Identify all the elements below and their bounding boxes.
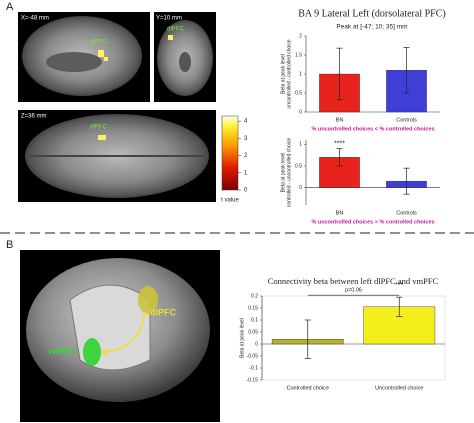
ventricle [46, 52, 102, 72]
y-axis-label: Beta at peak level [239, 318, 245, 358]
y-tick-label: 2 [299, 33, 302, 39]
colorbar-tick-label: 1 [244, 170, 248, 176]
colorbar-tick-label: 3 [244, 136, 248, 142]
roi [138, 286, 158, 314]
y-tick-label: -0.1 [249, 365, 258, 371]
y-tick-label: 0.1 [251, 317, 258, 323]
y-tick-label: 0.2 [251, 293, 258, 299]
colorbar-label: t value [221, 198, 239, 204]
bracket-label: p=0.06 [345, 288, 362, 294]
roi [104, 57, 108, 61]
y-axis-label: controlled - uncontrolled choice [286, 138, 292, 207]
y-axis-label: Beta at peak level [280, 54, 286, 94]
x-tick-label: Controlled choice [287, 385, 330, 391]
y-tick-label: 0 [255, 341, 258, 347]
y-tick-label: 1 [299, 71, 302, 77]
roi-label: dlPFC [150, 307, 176, 317]
caption: % uncontrolled choices > % controlled ch… [311, 219, 434, 225]
y-axis-label: uncontrolled - controlled choice [286, 39, 292, 108]
y-tick-label: -0.15 [247, 377, 259, 383]
roi-label: dlPFC [90, 40, 107, 46]
chart-title: BA 9 Lateral Left (dorsolateral PFC) [298, 8, 445, 19]
y-axis-label: Beta at peak level [280, 153, 286, 193]
arrowhead [102, 348, 108, 356]
roi-label: vmPFC [48, 347, 76, 356]
y-tick-label: 1 [299, 142, 302, 148]
colorbar-tick-label: 4 [244, 119, 248, 125]
colorbar-tick-label: 2 [244, 153, 248, 159]
cutaway [69, 284, 151, 371]
panel-label: B [6, 239, 13, 251]
y-tick-label: 0.15 [248, 305, 258, 311]
roi [98, 50, 104, 57]
roi [83, 338, 101, 366]
ventricle [179, 52, 191, 72]
y-tick-label: 0.5 [295, 163, 302, 169]
slice-label: Z=36 mm [21, 114, 47, 120]
x-tick-label: Controls [396, 210, 417, 216]
roi [98, 135, 106, 140]
colorbar [221, 115, 239, 191]
roi [168, 35, 173, 40]
colorbar-tick-label: 0 [244, 188, 248, 194]
panel-label: A [6, 1, 14, 13]
y-tick-label: 0.5 [295, 90, 302, 96]
y-tick-label: 0 [299, 185, 302, 191]
x-tick-label: BN [336, 210, 344, 216]
x-tick-label: BN [336, 117, 344, 123]
x-tick-label: Uncontrolled choice [375, 385, 423, 391]
y-tick-label: 0 [299, 109, 302, 115]
caption: % uncontrolled choices < % controlled ch… [311, 126, 434, 132]
x-tick-label: Controls [396, 117, 417, 123]
chart-title: Connectivity beta between left dlPFC and… [268, 276, 439, 286]
y-tick-label: -0.05 [247, 353, 259, 359]
roi-label: dlPFC [167, 27, 184, 33]
y-tick-label: 0.05 [248, 329, 258, 335]
slice-label: X=-48 mm [21, 16, 49, 22]
connection-arrow [101, 311, 146, 353]
chart-subtitle: Peak at [-47; 10; 35] mm [336, 24, 407, 31]
y-tick-label: 1.5 [295, 52, 302, 58]
slice-label: Y=10 mm [156, 16, 182, 22]
significance: *** [395, 282, 403, 289]
roi-label: dlPFC [90, 125, 107, 131]
significance: **** [334, 141, 345, 148]
